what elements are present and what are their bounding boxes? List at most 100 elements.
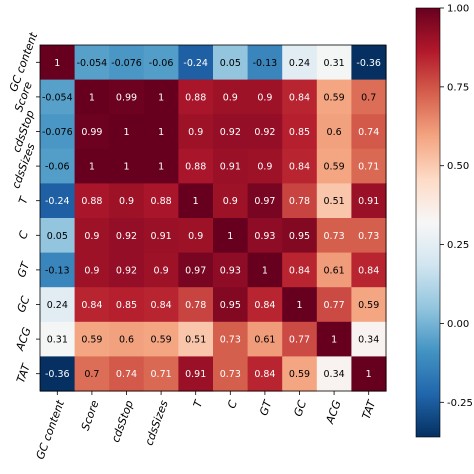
heatmap-cell — [213, 356, 249, 392]
heatmap-cell — [213, 287, 249, 323]
cell-value-label: 1 — [227, 231, 233, 242]
heatmap-cell — [213, 148, 249, 184]
cell-value-label: 0.84 — [289, 92, 310, 103]
cell-value-label: 1 — [123, 162, 129, 173]
cell-value-label: 0.97 — [254, 196, 275, 207]
x-tick-label: C — [225, 398, 240, 410]
cell-value-label: -0.13 — [45, 265, 70, 276]
heatmap-cell — [351, 218, 387, 254]
cell-value-label: 0.59 — [358, 300, 379, 311]
cell-value-label: 0.78 — [185, 300, 206, 311]
cell-value-label: 0.84 — [289, 162, 310, 173]
heatmap-border — [39, 44, 387, 392]
cell-value-label: 0.91 — [220, 162, 241, 173]
heatmap-cell — [316, 218, 352, 254]
cell-value-label: 0.84 — [289, 265, 310, 276]
cell-value-label: 0.9 — [84, 231, 99, 242]
heatmap-cell — [351, 45, 387, 81]
y-tick-label: T — [16, 194, 31, 206]
y-tick-label: GT — [15, 259, 33, 279]
heatmap-cell — [247, 79, 283, 115]
cell-value-label: 0.91 — [185, 369, 206, 380]
heatmap-cell — [282, 356, 318, 392]
cell-value-label: 0.95 — [220, 300, 241, 311]
cell-value-label: 0.51 — [324, 196, 345, 207]
heatmap-cell — [143, 79, 179, 115]
heatmap-cell — [247, 287, 283, 323]
heatmap-cell — [213, 252, 249, 288]
heatmap-cell — [247, 218, 283, 254]
cell-value-label: 0.59 — [324, 162, 345, 173]
cell-value-label: 0.31 — [324, 58, 345, 69]
heatmap-cell — [109, 114, 145, 150]
heatmap-cell — [74, 79, 110, 115]
cell-value-label: 0.85 — [116, 300, 137, 311]
heatmap-frame — [39, 44, 387, 392]
cell-value-label: -0.076 — [42, 127, 73, 138]
heatmap-cell — [213, 321, 249, 357]
x-tick-label: ACG — [323, 399, 344, 427]
cell-value-label: 0.9 — [257, 92, 272, 103]
cell-value-label: 0.9 — [84, 265, 99, 276]
heatmap-cell — [143, 183, 179, 219]
heatmap-cell — [247, 45, 283, 81]
y-tick-label: ACG — [13, 326, 34, 354]
heatmap-cell — [109, 321, 145, 357]
cell-value-label: 1 — [89, 162, 95, 173]
heatmap-cell — [316, 287, 352, 323]
heatmap-cell — [282, 114, 318, 150]
cell-value-label: 0.59 — [151, 335, 172, 346]
cell-value-label: -0.06 — [149, 58, 174, 69]
heatmap-cell — [282, 252, 318, 288]
heatmap-cell — [213, 183, 249, 219]
heatmap-cell — [74, 287, 110, 323]
heatmap-cells: 1 -0.054 -0.076 -0.06 -0.24 0.05 -0.13 0.24 0.31… — [40, 45, 387, 392]
colorbar-tick-label: 0.00 — [447, 319, 469, 330]
heatmap-cell — [247, 356, 283, 392]
heatmap-cell — [143, 356, 179, 392]
cell-value-label: -0.076 — [111, 58, 142, 69]
cell-value-label: 0.24 — [289, 58, 310, 69]
heatmap-cell — [109, 45, 145, 81]
heatmap-cell — [74, 356, 110, 392]
cell-value-label: 1 — [158, 127, 164, 138]
cell-value-label: 0.6 — [119, 335, 134, 346]
cell-value-label: 0.92 — [116, 231, 137, 242]
cell-value-label: 1 — [262, 265, 268, 276]
heatmap-cell — [143, 114, 179, 150]
heatmap-cell — [351, 287, 387, 323]
heatmap-cell — [351, 356, 387, 392]
cell-value-label: 0.84 — [151, 300, 172, 311]
heatmap-cell — [178, 321, 214, 357]
x-tick-label: cdsStop — [109, 399, 136, 445]
cell-value-label: 0.93 — [220, 265, 241, 276]
cell-value-label: 0.99 — [81, 127, 102, 138]
heatmap-cell — [282, 218, 318, 254]
heatmap-cell — [40, 218, 76, 254]
cell-value-label: 0.92 — [116, 265, 137, 276]
heatmap-cell — [282, 148, 318, 184]
heatmap-cell — [247, 252, 283, 288]
heatmap-cell — [213, 114, 249, 150]
cell-value-label: -0.06 — [45, 162, 70, 173]
y-tick-label: C — [16, 229, 31, 241]
cell-value-label: 0.9 — [119, 196, 134, 207]
x-tick-label: GC — [291, 398, 309, 418]
cell-value-label: 0.74 — [358, 127, 379, 138]
cell-value-label: 0.61 — [254, 335, 275, 346]
cell-value-label: 0.88 — [185, 162, 206, 173]
heatmap-cell — [40, 183, 76, 219]
heatmap-cell — [143, 321, 179, 357]
heatmap-cell — [247, 114, 283, 150]
heatmap-cell — [143, 148, 179, 184]
heatmap-cell — [109, 79, 145, 115]
cell-value-label: 0.9 — [188, 127, 203, 138]
heatmap-cell — [213, 218, 249, 254]
colorbar-tick-label: 0.50 — [447, 161, 469, 172]
cell-value-label: 0.9 — [257, 162, 272, 173]
x-tick-label: Score — [79, 398, 102, 432]
cell-value-label: 0.9 — [223, 196, 238, 207]
cell-value-label: 0.77 — [324, 300, 345, 311]
cell-value-label: 0.84 — [358, 265, 379, 276]
